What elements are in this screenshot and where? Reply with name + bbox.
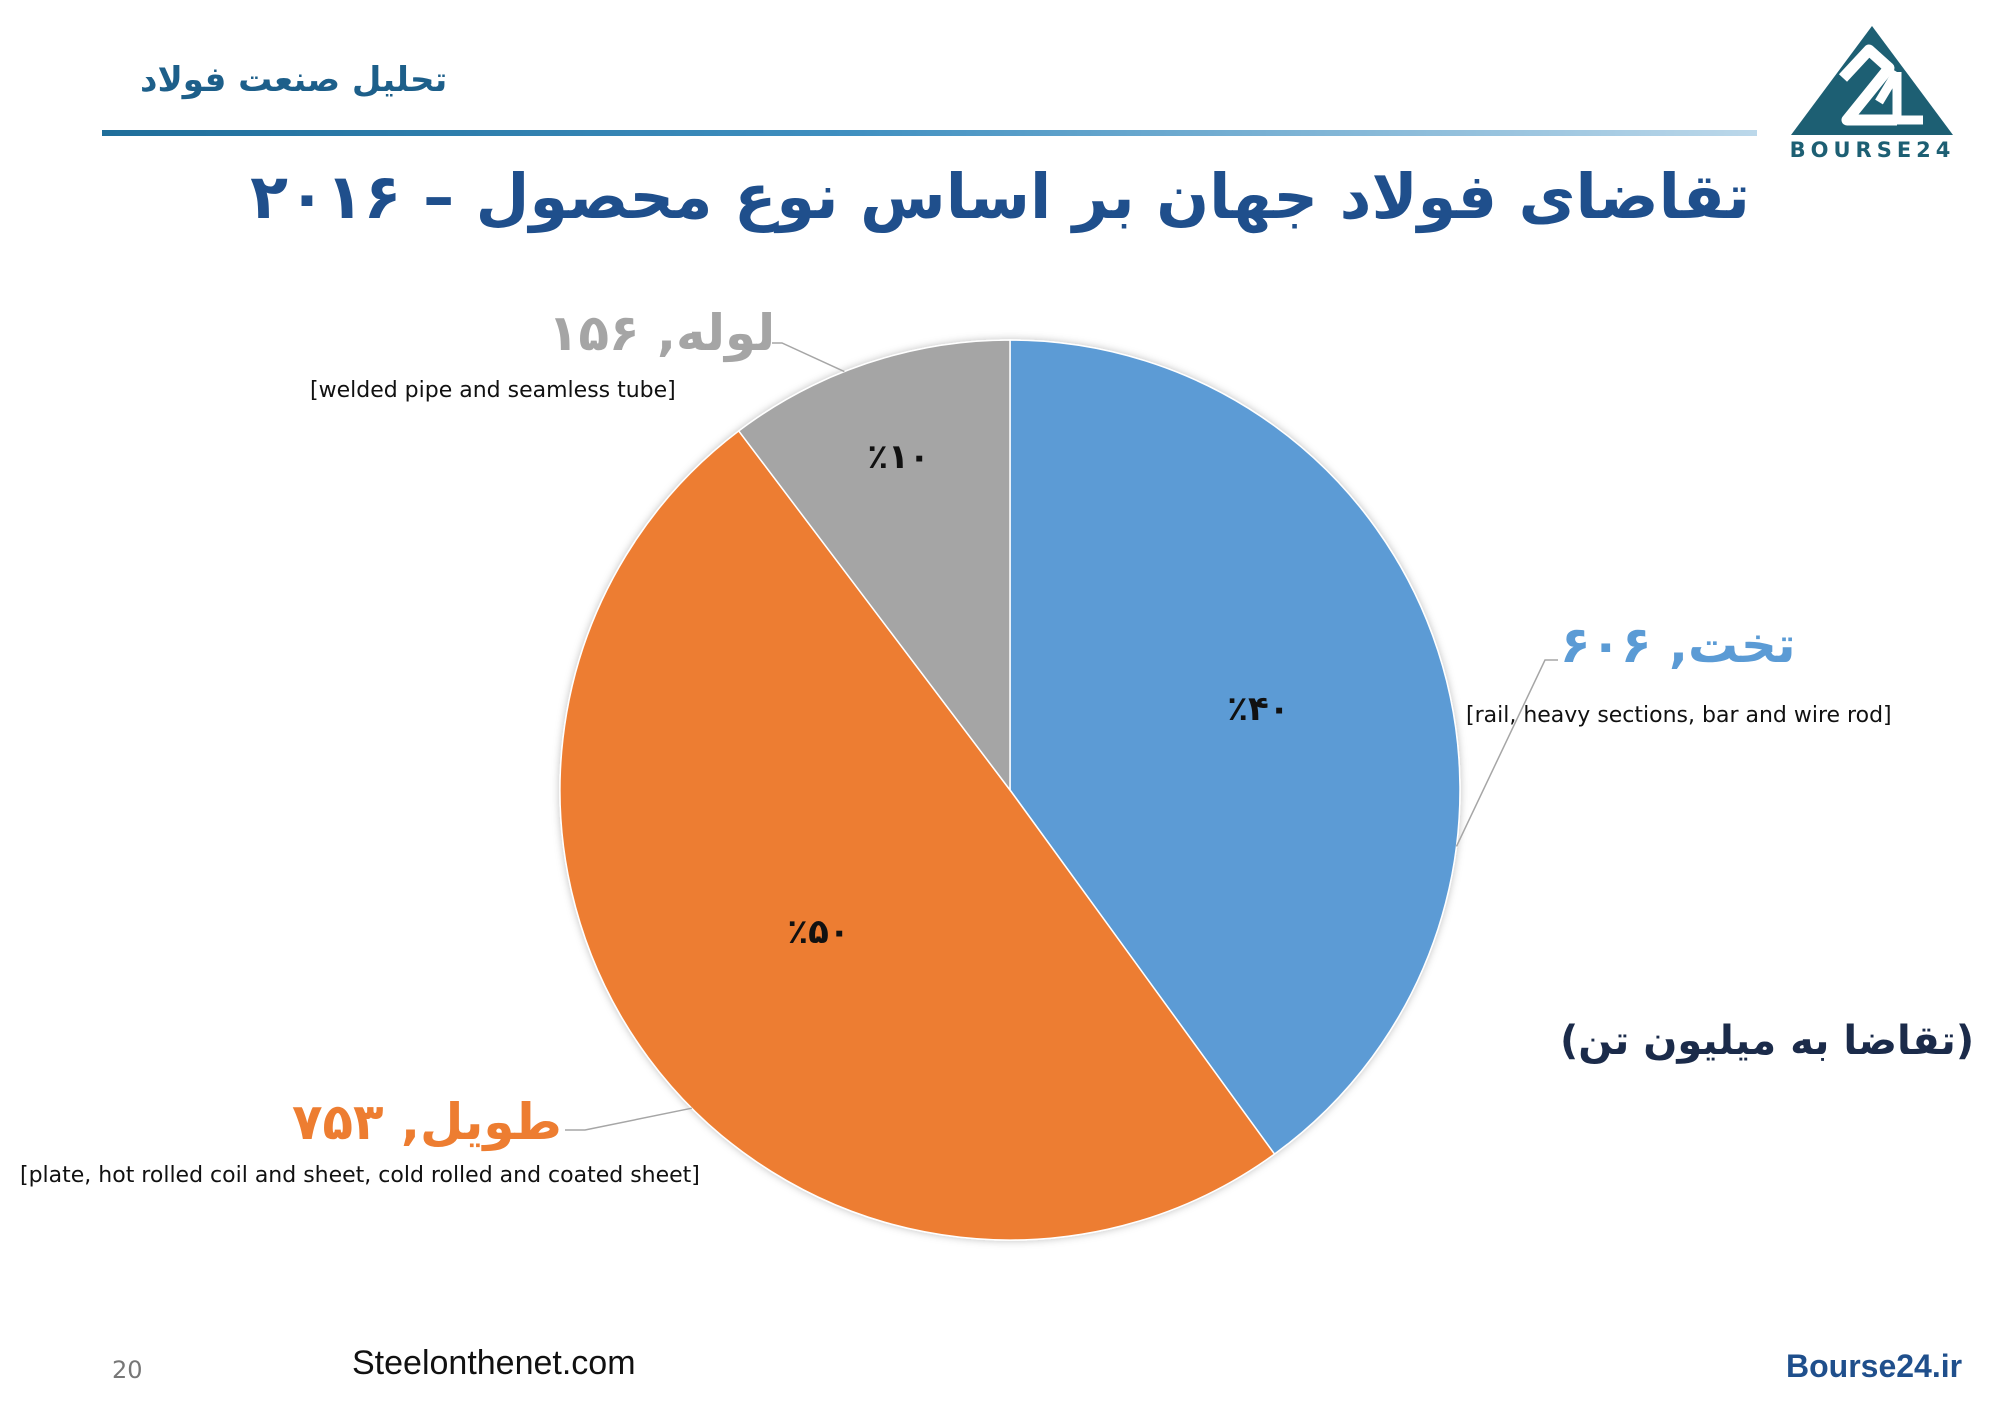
leader-line-flat xyxy=(1455,659,1558,847)
slice-description-pipe: [welded pipe and seamless tube] xyxy=(310,377,676,403)
slice-percent-pipe: ٪۱۰ xyxy=(867,437,930,478)
slice-description-long: [plate, hot rolled coil and sheet, cold … xyxy=(20,1162,700,1188)
slice-label-long: طویل, ۷۵۳ xyxy=(292,1093,562,1151)
bourse24-logo: BOURSE24 xyxy=(1785,20,1960,165)
logo-wordmark: BOURSE24 xyxy=(1789,138,1956,162)
page-number: 20 xyxy=(112,1356,143,1384)
leader-line-pipe xyxy=(772,342,845,373)
pie-slice-long xyxy=(559,429,1276,1241)
slice-percent-long: ٪۵۰ xyxy=(787,911,850,952)
unit-note: (تقاضا به میلیون تن) xyxy=(1560,1018,1975,1064)
header-divider xyxy=(102,130,1757,136)
source-site-link[interactable]: Steelonthenet.com xyxy=(352,1344,636,1382)
slice-percent-flat: ٪۴۰ xyxy=(1227,689,1290,730)
brand-title: تحلیل صنعت فولاد xyxy=(140,60,448,100)
leader-line-long xyxy=(565,1107,692,1131)
slice-label-pipe: لوله, ۱۵۶ xyxy=(548,304,776,362)
logo-mark-icon xyxy=(1791,26,1953,135)
bourse-site-link[interactable]: Bourse24.ir xyxy=(1786,1348,1963,1384)
pie-slice-pipe xyxy=(737,339,1011,793)
slice-label-flat: تخت, ۶۰۶ xyxy=(1560,616,1796,674)
slice-description-flat: [rail, heavy sections, bar and wire rod] xyxy=(1466,702,1892,728)
pie-slice-flat xyxy=(1009,339,1461,1156)
chart-title: تقاضای فولاد جهان بر اساس نوع محصول – ۲۰… xyxy=(250,160,1750,233)
